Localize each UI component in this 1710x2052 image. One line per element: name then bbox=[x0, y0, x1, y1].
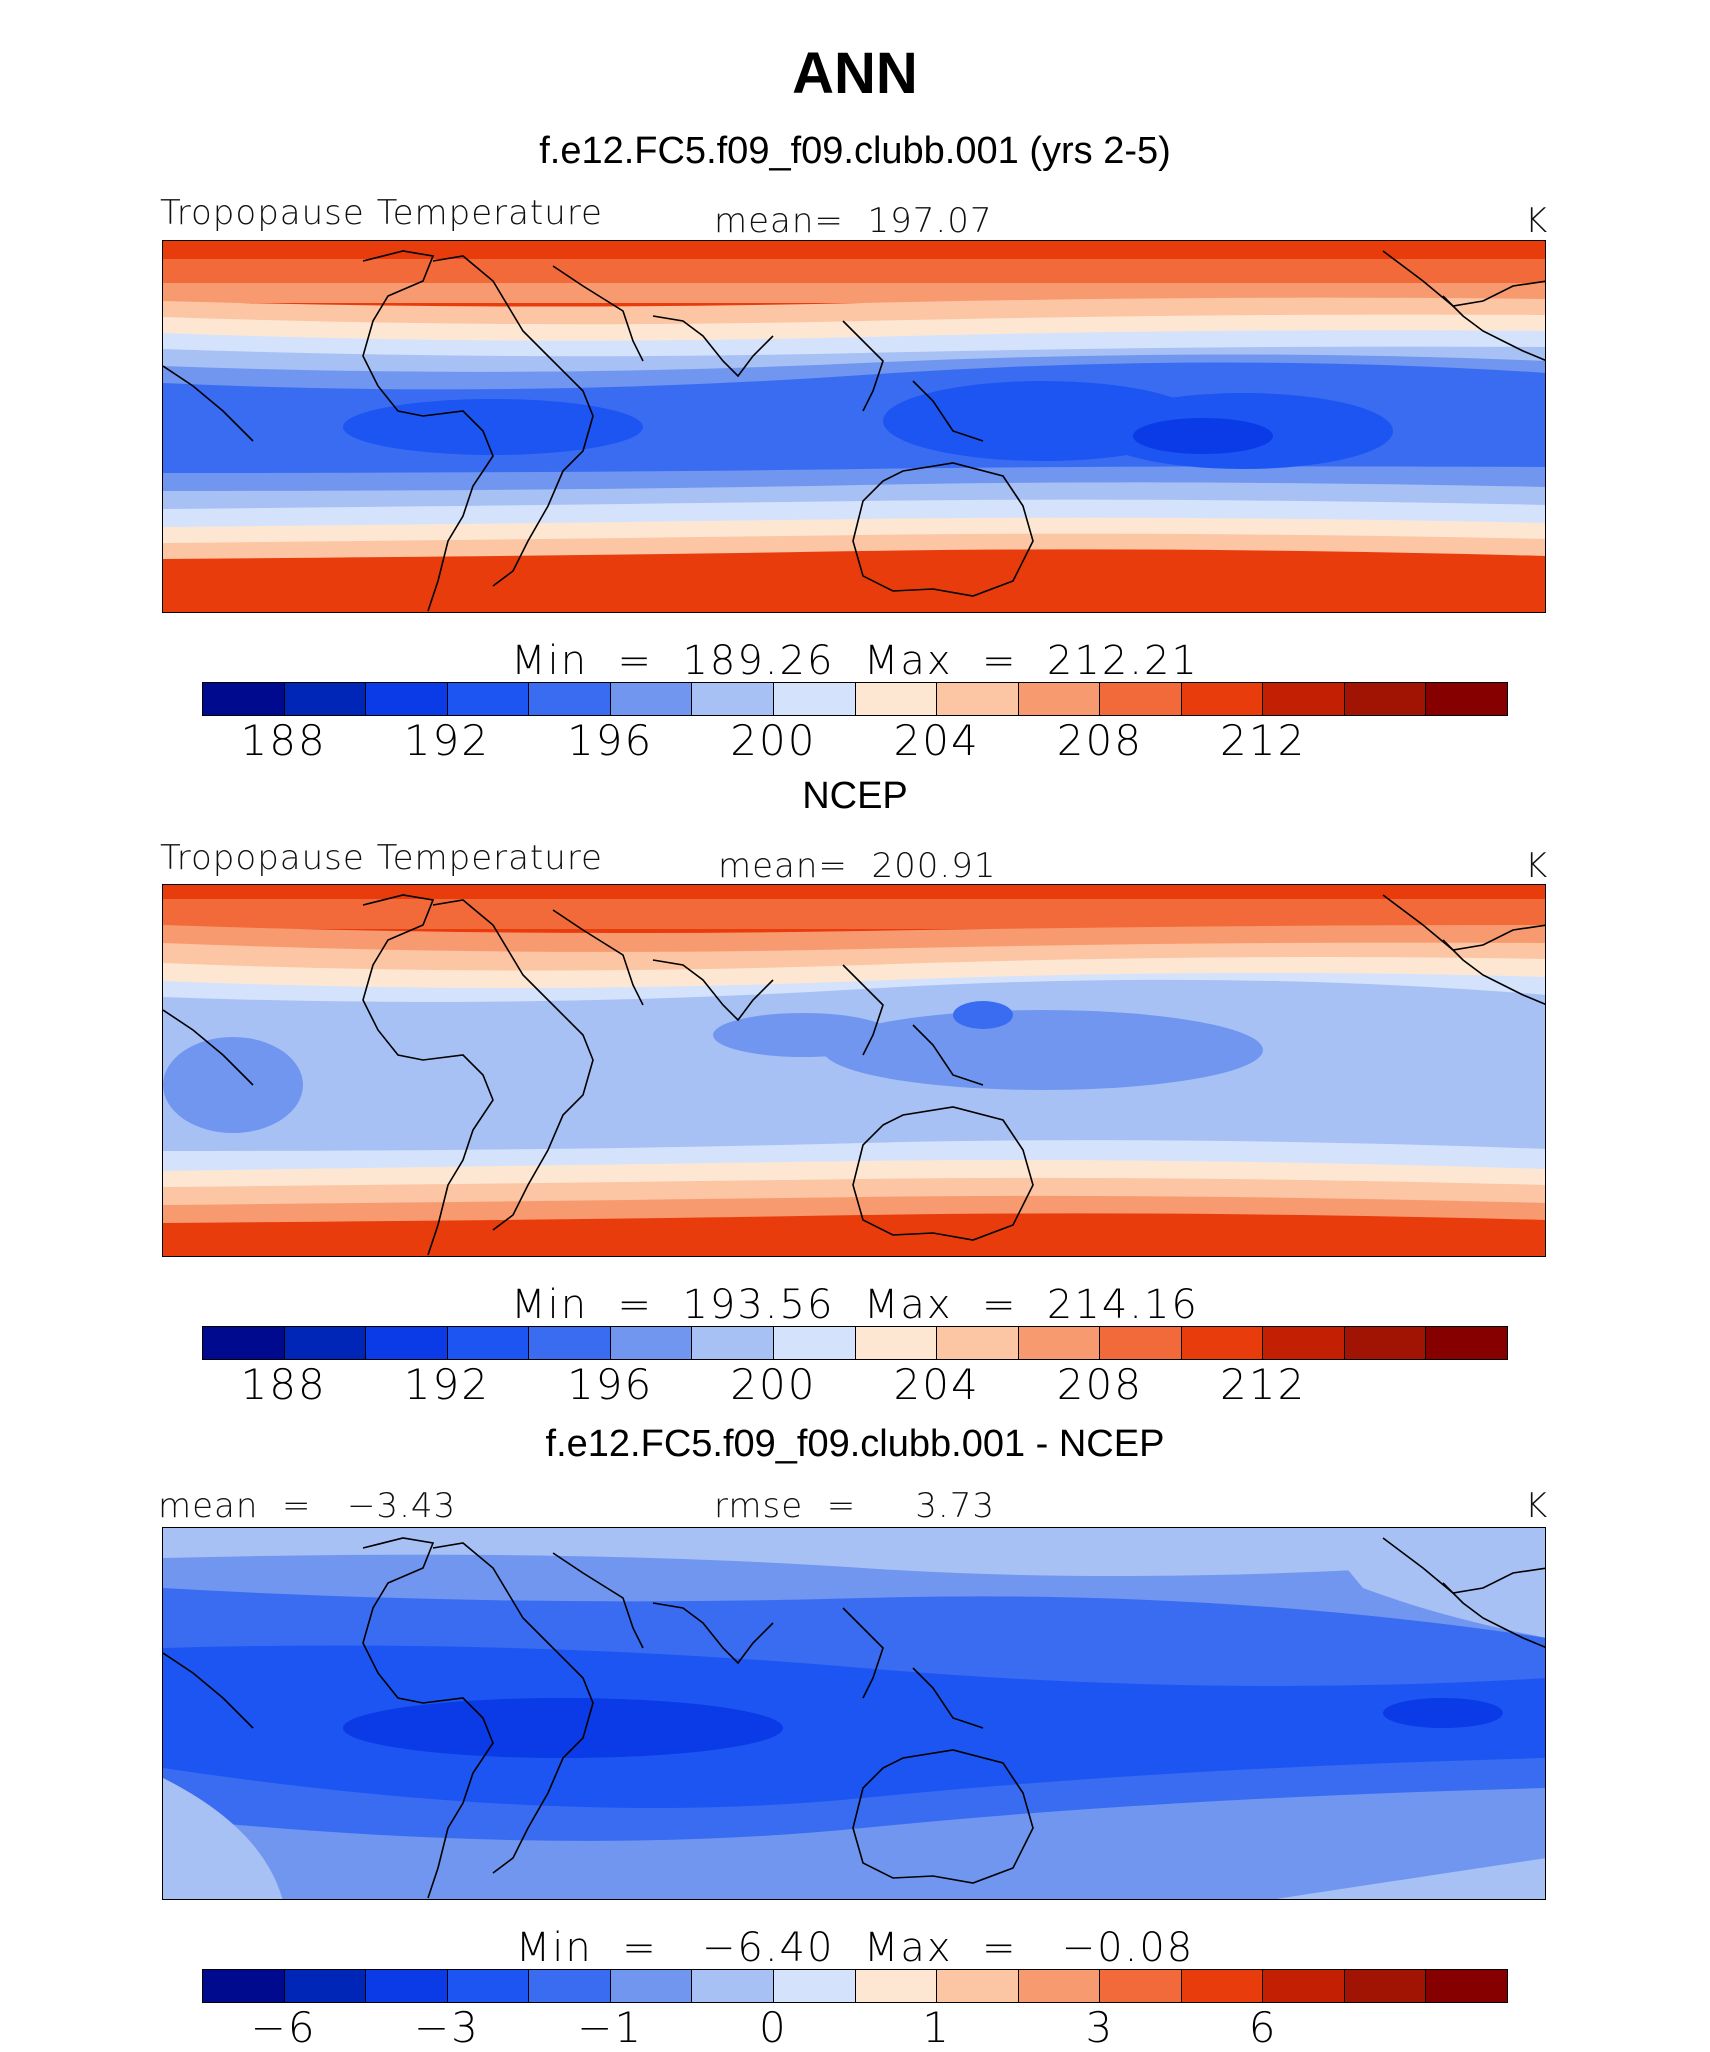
panel-3-units-label: K bbox=[1525, 1486, 1549, 1526]
colorbar-tick-label: 192 bbox=[403, 1360, 490, 1409]
colorbar-swatch bbox=[1263, 1970, 1345, 2002]
colorbar-swatch bbox=[1100, 683, 1182, 715]
colorbar-tick-label: 200 bbox=[730, 716, 817, 765]
colorbar-swatch bbox=[937, 683, 1019, 715]
colorbar-swatch bbox=[284, 683, 367, 715]
colorbar-swatch bbox=[366, 683, 448, 715]
colorbar-tick-label: 196 bbox=[567, 716, 654, 765]
panel-3-map bbox=[162, 1527, 1546, 1900]
panel-1-mean-label: mean= 197.07 bbox=[714, 201, 993, 241]
colorbar-swatch bbox=[1263, 683, 1345, 715]
colorbar-swatch bbox=[203, 1327, 285, 1359]
colorbar-swatch bbox=[366, 1327, 448, 1359]
colorbar-swatch bbox=[1426, 1327, 1507, 1359]
colorbar-tick-label: 208 bbox=[1056, 716, 1143, 765]
colorbar-swatch bbox=[692, 1327, 774, 1359]
panel-3-colorbar bbox=[202, 1969, 1508, 2003]
panel-1-title: f.e12.FC5.f09_f09.clubb.001 (yrs 2-5) bbox=[539, 130, 1171, 172]
colorbar-swatch bbox=[1018, 1970, 1101, 2002]
colorbar-swatch bbox=[692, 683, 774, 715]
panel-2-variable-label: Tropopause Temperature bbox=[160, 838, 603, 878]
colorbar-swatch bbox=[366, 1970, 448, 2002]
colorbar-swatch bbox=[1018, 1327, 1101, 1359]
colorbar-tick-label: 212 bbox=[1220, 1360, 1307, 1409]
colorbar-swatch bbox=[529, 1327, 611, 1359]
colorbar-swatch bbox=[610, 1970, 693, 2002]
colorbar-tick-label: 204 bbox=[893, 1360, 980, 1409]
colorbar-swatch bbox=[773, 1327, 856, 1359]
colorbar-tick-label: 192 bbox=[403, 716, 490, 765]
colorbar-tick-label: 188 bbox=[240, 1360, 327, 1409]
panel-1-units-label: K bbox=[1525, 201, 1549, 241]
colorbar-swatch bbox=[692, 1970, 774, 2002]
panel-3-title: f.e12.FC5.f09_f09.clubb.001 - NCEP bbox=[545, 1423, 1165, 1465]
colorbar-tick-label: 200 bbox=[730, 1360, 817, 1409]
colorbar-tick-label: 196 bbox=[567, 1360, 654, 1409]
panel-3-rmse-label: rmse = 3.73 bbox=[714, 1486, 995, 1526]
colorbar-swatch bbox=[1426, 683, 1507, 715]
colorbar-tick-label: 204 bbox=[893, 716, 980, 765]
panel-3-minmax: Min = −6.40 Max = −0.08 bbox=[515, 1925, 1195, 1971]
figure-title: ANN bbox=[792, 41, 918, 106]
panel-3-contour-field bbox=[163, 1528, 1545, 1899]
colorbar-swatch bbox=[203, 683, 285, 715]
colorbar-tick-label: 212 bbox=[1220, 716, 1307, 765]
panel-3-mean-label: mean = −3.43 bbox=[158, 1486, 457, 1526]
colorbar-swatch bbox=[529, 683, 611, 715]
colorbar-tick-label: −1 bbox=[577, 2003, 644, 2052]
colorbar-swatch bbox=[447, 683, 530, 715]
panel-1-contour-field bbox=[163, 241, 1545, 612]
panel-2-mean-label: mean= 200.91 bbox=[718, 846, 997, 886]
colorbar-swatch bbox=[203, 1970, 285, 2002]
colorbar-swatch bbox=[937, 1327, 1019, 1359]
colorbar-swatch bbox=[1100, 1970, 1182, 2002]
colorbar-tick-label: 188 bbox=[240, 716, 327, 765]
panel-1-variable-label: Tropopause Temperature bbox=[160, 193, 603, 233]
colorbar-swatch bbox=[284, 1327, 367, 1359]
colorbar-tick-label: −6 bbox=[250, 2003, 317, 2052]
colorbar-swatch bbox=[1426, 1970, 1507, 2002]
colorbar-swatch bbox=[1018, 683, 1101, 715]
colorbar-tick-label: 1 bbox=[922, 2003, 951, 2052]
panel-2-contour-field bbox=[163, 885, 1545, 1256]
colorbar-swatch bbox=[937, 1970, 1019, 2002]
colorbar-tick-label: −3 bbox=[413, 2003, 480, 2052]
colorbar-swatch bbox=[1344, 683, 1427, 715]
colorbar-swatch bbox=[1344, 1327, 1427, 1359]
colorbar-swatch bbox=[1344, 1970, 1427, 2002]
colorbar-swatch bbox=[773, 1970, 856, 2002]
panel-2-minmax: Min = 193.56 Max = 214.16 bbox=[511, 1282, 1199, 1328]
colorbar-swatch bbox=[610, 683, 693, 715]
colorbar-tick-label: 0 bbox=[759, 2003, 788, 2052]
colorbar-swatch bbox=[610, 1327, 693, 1359]
colorbar-swatch bbox=[773, 683, 856, 715]
colorbar-swatch bbox=[855, 1970, 938, 2002]
panel-2-units-label: K bbox=[1525, 846, 1549, 886]
panel-2-title: NCEP bbox=[802, 775, 908, 817]
colorbar-swatch bbox=[855, 683, 938, 715]
panel-1-colorbar bbox=[202, 682, 1508, 716]
colorbar-swatch bbox=[1181, 1970, 1264, 2002]
colorbar-swatch bbox=[447, 1327, 530, 1359]
colorbar-tick-label: 3 bbox=[1085, 2003, 1115, 2052]
panel-1-minmax: Min = 189.26 Max = 212.21 bbox=[511, 638, 1199, 684]
colorbar-swatch bbox=[447, 1970, 530, 2002]
colorbar-swatch bbox=[1100, 1327, 1182, 1359]
colorbar-swatch bbox=[855, 1327, 938, 1359]
colorbar-swatch bbox=[284, 1970, 367, 2002]
colorbar-swatch bbox=[1181, 683, 1264, 715]
panel-1-map bbox=[162, 240, 1546, 613]
colorbar-swatch bbox=[1263, 1327, 1345, 1359]
panel-2-colorbar bbox=[202, 1326, 1508, 1360]
panel-2-map bbox=[162, 884, 1546, 1257]
colorbar-swatch bbox=[529, 1970, 611, 2002]
colorbar-swatch bbox=[1181, 1327, 1264, 1359]
colorbar-tick-label: 208 bbox=[1056, 1360, 1143, 1409]
colorbar-tick-label: 6 bbox=[1248, 2003, 1278, 2052]
